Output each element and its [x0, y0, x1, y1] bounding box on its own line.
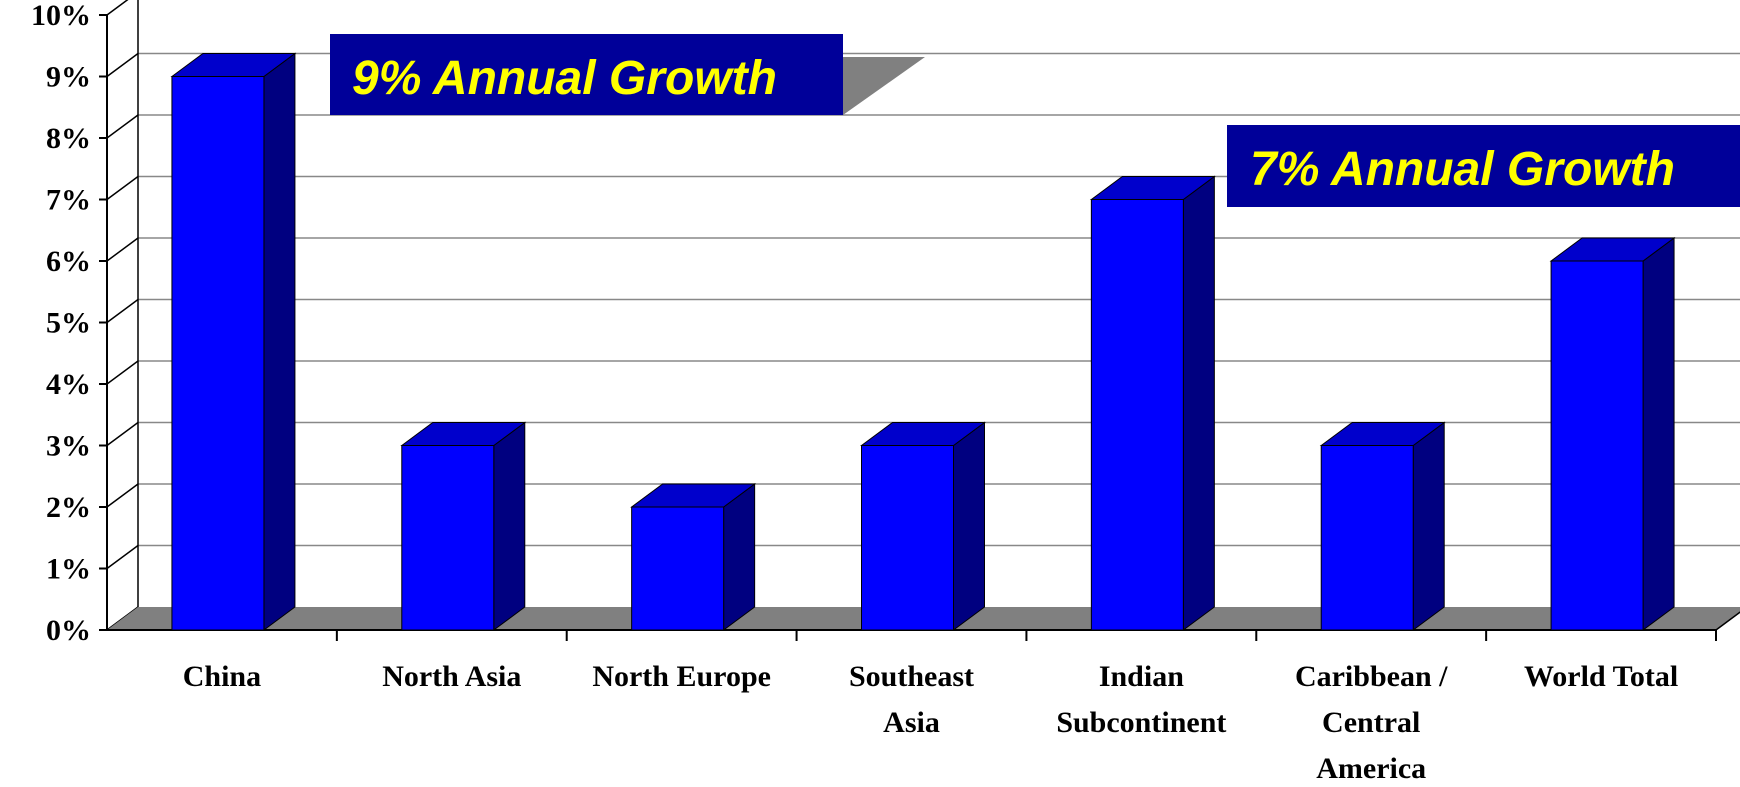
callout-9-box	[330, 34, 843, 115]
x-category-label-line: China	[183, 660, 261, 693]
bar	[1549, 237, 1676, 631]
x-category-label-line: Caribbean /	[1295, 660, 1448, 693]
bar-front	[861, 445, 954, 631]
bar	[630, 483, 757, 631]
callout-9-percent: 9% Annual Growth	[330, 34, 925, 115]
bar-side	[1642, 237, 1675, 631]
x-category-label-line: World Total	[1524, 660, 1678, 693]
x-category-label: Caribbean / Central America	[1295, 660, 1448, 782]
x-category-label: North Asia	[382, 660, 521, 693]
bar-front	[401, 445, 495, 631]
callout-7-text: 7% Annual Growth	[1250, 143, 1675, 196]
x-category-label: Indian Subcontinent	[1056, 660, 1226, 739]
gridline-wall	[106, 544, 139, 570]
y-tick-label: 4%	[46, 368, 91, 401]
x-category-label-line: Southeast	[849, 660, 974, 693]
x-category-label: China	[183, 660, 261, 693]
bar	[400, 421, 527, 631]
x-category-label: North Europe	[592, 660, 771, 693]
x-category-label-line: North Asia	[382, 660, 521, 693]
bar-side	[263, 52, 296, 631]
y-tick-label: 8%	[46, 122, 91, 155]
x-category-label: Southeast Asia	[849, 660, 974, 739]
bar-front	[1320, 445, 1414, 631]
gridline-wall	[106, 52, 139, 78]
x-category-label-line: America	[1316, 752, 1426, 782]
y-tick-label: 6%	[46, 245, 91, 278]
y-tick-label: 1%	[46, 553, 91, 586]
gridline-wall	[106, 175, 139, 201]
y-tick-label: 2%	[46, 491, 91, 524]
x-axis-end	[1715, 611, 1740, 631]
bar-side	[723, 483, 756, 631]
gridline-wall	[106, 114, 139, 139]
x-category-label-line: Subcontinent	[1056, 706, 1226, 739]
bar	[859, 421, 987, 631]
bar-front	[1090, 199, 1184, 631]
gridline-wall	[106, 360, 139, 385]
bar-front	[171, 76, 265, 631]
bar-front	[631, 506, 725, 631]
bars	[170, 52, 1676, 631]
x-category-label: World Total	[1524, 660, 1678, 693]
x-category-label-line: Asia	[883, 706, 940, 739]
x-category-label-line: Central	[1322, 706, 1420, 739]
callout-9-text: 9% Annual Growth	[352, 52, 777, 105]
bar-side	[1412, 421, 1445, 631]
gridline-wall	[106, 237, 139, 262]
callout-7-box	[1227, 125, 1740, 207]
y-tick-labels: 0% 1% 2% 3% 4% 5% 6% 7% 8% 9% 10%	[31, 0, 91, 647]
y-tick-label: 0%	[46, 614, 91, 647]
y-tick-label: 7%	[46, 184, 91, 217]
bar	[1319, 421, 1446, 631]
y-tick-label: 3%	[46, 430, 91, 463]
gridline-wall	[106, 0, 129, 16]
bar	[1089, 175, 1216, 631]
y-tick-label: 5%	[46, 307, 91, 340]
gridline-wall	[106, 483, 139, 508]
bar-side	[1182, 175, 1215, 631]
bar-side	[953, 421, 985, 631]
bar-front	[1550, 260, 1644, 631]
x-category-labels: China North Asia North Europe Southeast Asia…	[183, 660, 1678, 785]
y-tick-label: 10%	[31, 0, 91, 32]
x-category-label-line: North Europe	[592, 660, 771, 693]
y-tick-label: 9%	[46, 61, 91, 94]
bar	[170, 52, 297, 631]
bar-side	[493, 421, 526, 631]
gridline-wall	[106, 298, 139, 324]
callout-9-shadow	[843, 57, 925, 115]
callout-7-percent: 7% Annual Growth	[1227, 125, 1740, 207]
x-category-label-line: Indian	[1099, 660, 1184, 693]
gridline-wall	[106, 421, 139, 447]
